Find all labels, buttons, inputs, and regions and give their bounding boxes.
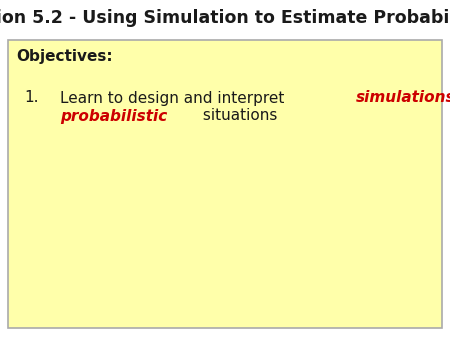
Bar [8, 40, 442, 328]
Text: probabilistic: probabilistic [60, 108, 167, 123]
Text: Objectives:: Objectives: [16, 48, 112, 64]
Text: Section 5.2 - Using Simulation to Estimate Probabilities: Section 5.2 - Using Simulation to Estima… [0, 9, 450, 27]
Text: Learn to design and interpret: Learn to design and interpret [60, 91, 289, 105]
Text: 1.: 1. [24, 91, 39, 105]
Text: simulations: simulations [356, 91, 450, 105]
Text: situations: situations [198, 108, 278, 123]
